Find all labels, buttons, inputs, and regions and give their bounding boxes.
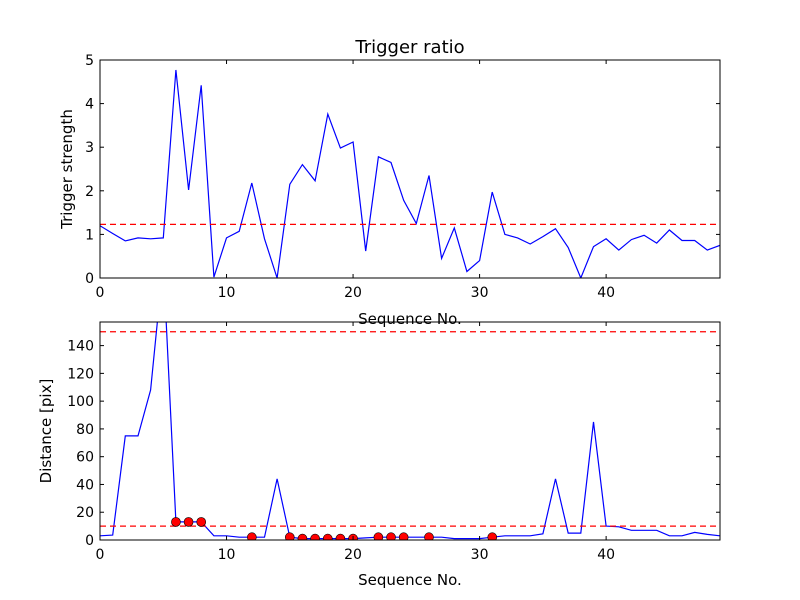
y-tick-label: 2 [85,184,94,200]
axes-frame [99,321,721,541]
data-point-marker [335,533,346,540]
x-tick-label: 30 [471,285,489,301]
y-tick-label: 1 [85,227,94,243]
data-point-marker [424,532,434,540]
x-tick-label: 40 [597,285,615,301]
series-line [100,69,720,278]
y-axis-label-top: Trigger strength [58,109,76,230]
top-axes: 0 10 20 30 40 0 1 2 3 4 5 [85,53,721,301]
y-tick-label: 3 [85,140,94,156]
x-tick-label: 0 [96,547,105,563]
y-tick-label: 0 [85,271,94,287]
data-point-marker [487,532,498,540]
y-tick-label: 0 [85,533,94,549]
plot-area [100,69,720,278]
x-tick-label: 30 [471,547,489,563]
y-tick-label: 120 [67,366,94,382]
x-tick-label: 20 [344,547,362,563]
data-point-marker [386,532,396,540]
data-point-marker [171,517,181,527]
y-axis-label-bottom: Distance [pix] [37,379,55,484]
data-point-marker [398,532,409,540]
axes-frame [99,59,721,279]
y-tick-label: 40 [76,477,94,493]
y-tick-label: 4 [85,97,94,113]
data-point-marker [196,517,207,527]
y-tick-label: 20 [76,505,94,521]
data-point-marker [183,517,194,527]
x-axis-label-top: Sequence No. [358,310,462,328]
x-tick-label: 40 [597,547,615,563]
chart-title: Trigger ratio [354,37,464,58]
data-point-marker [310,533,320,540]
data-point-marker [297,533,308,540]
y-tick-label: 80 [76,422,94,438]
x-tick-label: 20 [344,285,362,301]
data-point-marker [322,533,333,540]
bottom-axes: 0 10 20 30 40 0 20 40 60 80 100 120 140 [67,321,721,563]
x-tick-label: 10 [218,285,236,301]
y-tick-label: 5 [85,53,94,69]
plot-area [100,322,720,540]
data-point-marker [284,532,295,540]
x-tick-label: 0 [96,285,105,301]
data-point-marker [247,532,257,540]
data-point-marker [373,532,384,540]
y-tick-label: 60 [76,450,94,466]
y-tick-label: 100 [67,394,94,410]
x-tick-label: 10 [218,547,236,563]
y-tick-label: 140 [67,339,94,355]
x-axis-label-bottom: Sequence No. [358,571,462,589]
